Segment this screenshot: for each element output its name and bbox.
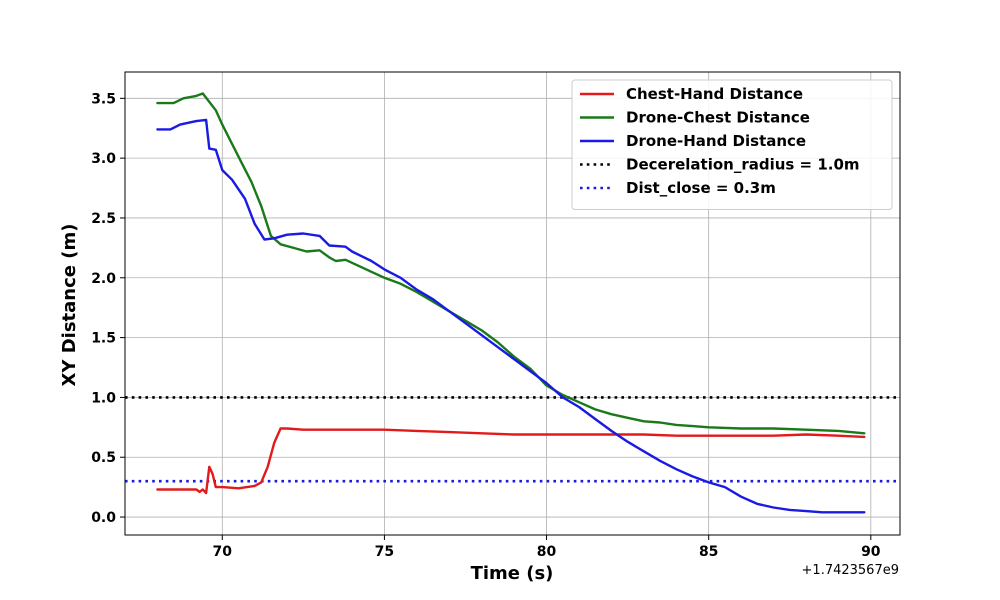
legend-label: Drone-Hand Distance [626, 132, 806, 150]
y-axis-label: XY Distance (m) [59, 224, 80, 387]
legend-label: Drone-Chest Distance [626, 109, 810, 127]
legend-label: Chest-Hand Distance [626, 85, 803, 103]
x-tick-label: 85 [699, 544, 718, 560]
y-tick-label: 1.0 [91, 390, 116, 406]
y-tick-label: 2.5 [91, 211, 116, 227]
x-tick-label: 75 [375, 544, 394, 560]
y-tick-label: 1.5 [91, 331, 116, 347]
x-axis-label: Time (s) [471, 563, 554, 584]
x-tick-label: 70 [213, 544, 233, 560]
ticks: 70 75 80 85 90 0.0 0.5 1.0 1.5 2.0 2.5 3.0 3.5 [91, 91, 881, 560]
legend: Chest-Hand Distance Drone-Chest Distance D… [571, 79, 893, 210]
y-tick-label: 3.0 [91, 151, 116, 167]
y-tick-label: 3.5 [91, 91, 116, 107]
legend-label: Decerelation_radius = 1.0m [626, 156, 860, 174]
x-tick-label: 80 [537, 544, 557, 560]
series-lines [156, 92, 866, 514]
legend-box [571, 79, 893, 210]
series-line [156, 427, 866, 495]
y-tick-label: 0.0 [91, 510, 116, 526]
axes-frame [124, 71, 901, 536]
y-tick-label: 0.5 [91, 450, 116, 466]
legend-label: Dist_close = 0.3m [626, 179, 776, 197]
series-line [156, 92, 866, 435]
axes-border [124, 71, 901, 536]
y-tick-label: 2.0 [91, 271, 116, 287]
series-line [156, 118, 866, 514]
x-tick-label: 90 [861, 544, 881, 560]
x-axis-offset-text: +1.7423567e9 [802, 563, 899, 578]
